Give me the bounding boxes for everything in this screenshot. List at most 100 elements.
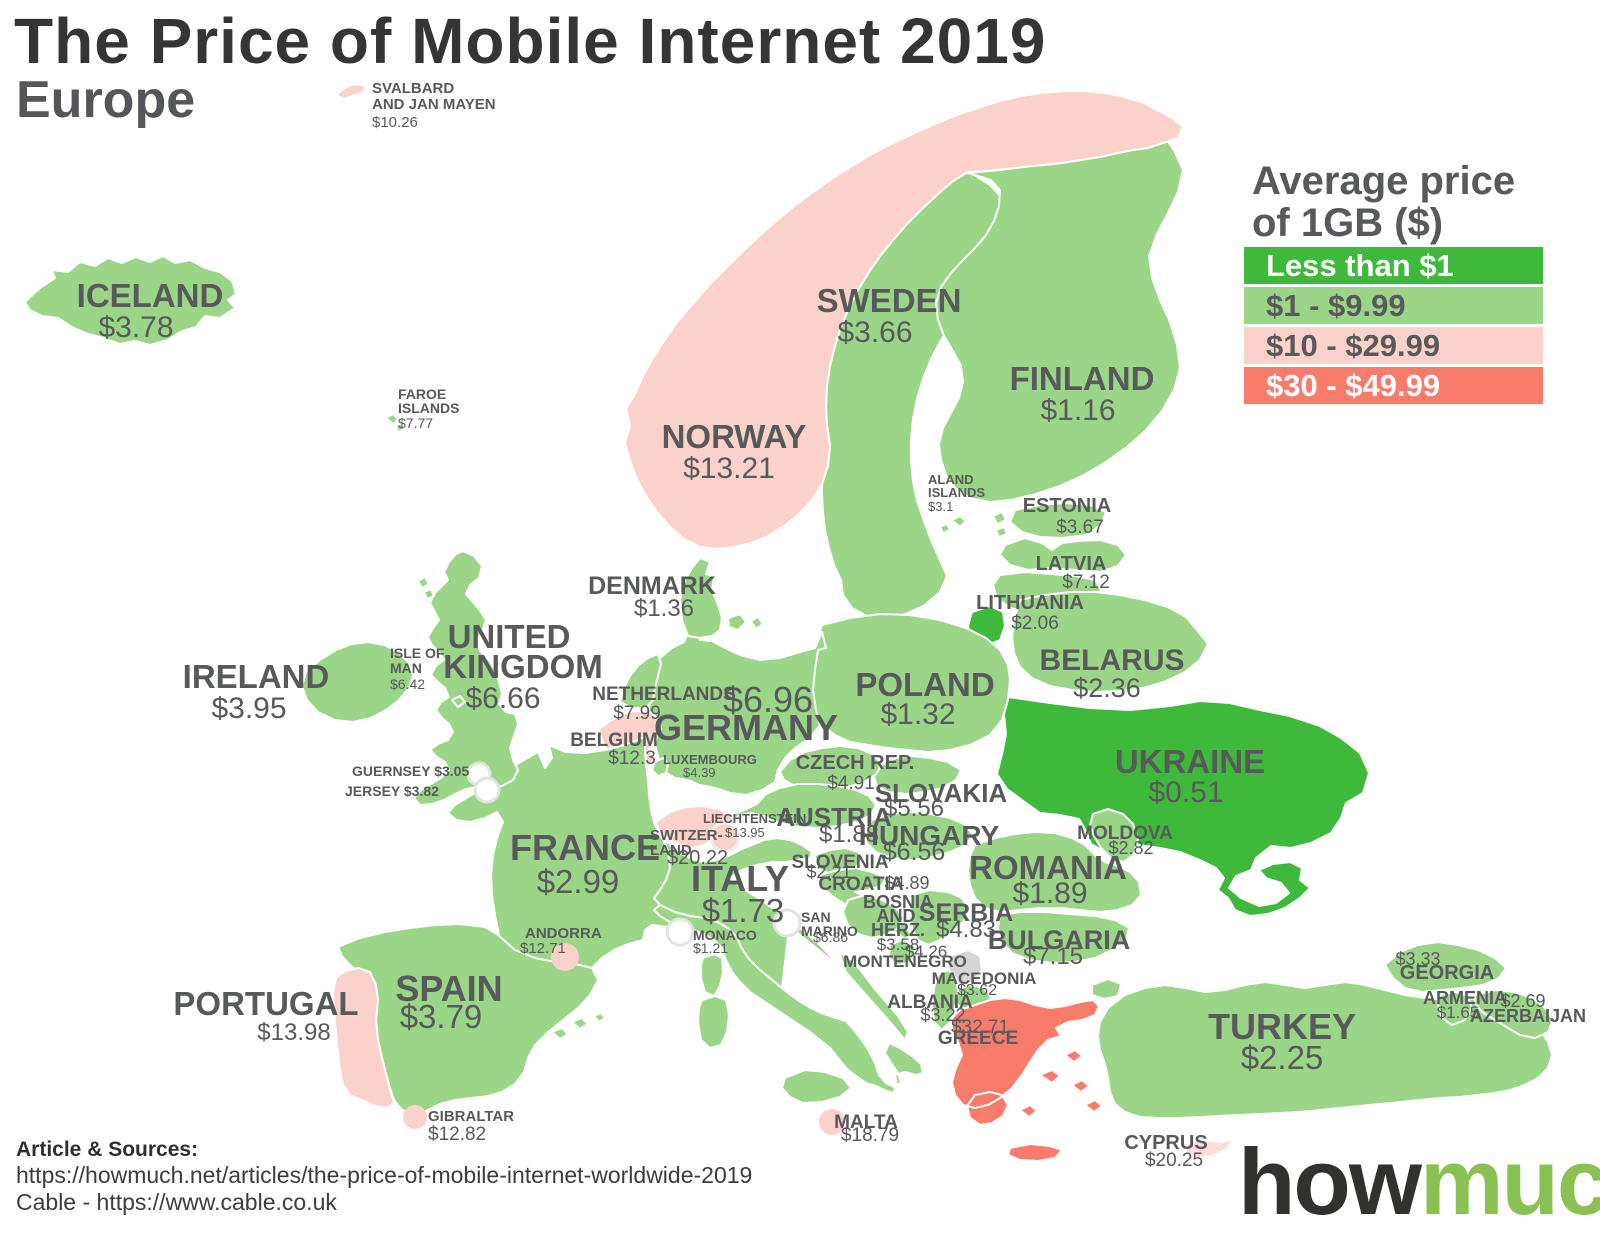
svg-text:FAROE: FAROE xyxy=(398,386,446,402)
svg-text:LIECHTENSTEIN: LIECHTENSTEIN xyxy=(703,811,806,826)
svg-text:$7.12: $7.12 xyxy=(1062,572,1110,593)
svg-text:HUNGARY: HUNGARY xyxy=(859,820,1000,851)
svg-text:SPAIN: SPAIN xyxy=(395,968,502,1009)
svg-text:UNITED: UNITED xyxy=(448,618,571,655)
svg-text:LATVIA: LATVIA xyxy=(1036,553,1107,575)
svg-text:$4.26: $4.26 xyxy=(905,942,948,961)
svg-text:CROATIA: CROATIA xyxy=(818,874,903,895)
svg-text:$3.22: $3.22 xyxy=(920,1005,965,1025)
svg-text:GREECE: GREECE xyxy=(938,1028,1018,1049)
svg-text:$13.21: $13.21 xyxy=(683,452,775,485)
svg-text:SVALBARD: SVALBARD xyxy=(372,80,454,97)
svg-text:$18.79: $18.79 xyxy=(841,1125,899,1146)
svg-text:$4.89: $4.89 xyxy=(884,873,929,893)
svg-text:$1.89: $1.89 xyxy=(1012,877,1087,910)
svg-text:JERSEY $3.82: JERSEY $3.82 xyxy=(345,783,439,799)
svg-text:HERZ.: HERZ. xyxy=(871,920,925,940)
svg-text:$1.21: $1.21 xyxy=(693,940,728,956)
svg-text:AND: AND xyxy=(877,906,916,926)
svg-text:$3.79: $3.79 xyxy=(400,998,483,1035)
svg-text:$13.98: $13.98 xyxy=(257,1019,330,1046)
svg-text:$13.95: $13.95 xyxy=(725,825,765,840)
svg-text:SAN: SAN xyxy=(801,909,831,925)
svg-text:$6.56: $6.56 xyxy=(883,838,946,866)
svg-text:$3.78: $3.78 xyxy=(98,311,173,344)
svg-text:MONTENEGRO: MONTENEGRO xyxy=(843,952,967,971)
svg-text:$3.62: $3.62 xyxy=(957,982,997,999)
svg-text:ALBANIA: ALBANIA xyxy=(887,992,973,1013)
svg-text:BOSNIA: BOSNIA xyxy=(863,892,933,912)
svg-text:FINLAND: FINLAND xyxy=(1010,360,1155,397)
svg-text:AND JAN MAYEN: AND JAN MAYEN xyxy=(372,96,496,113)
svg-text:POLAND: POLAND xyxy=(855,666,994,703)
svg-text:DENMARK: DENMARK xyxy=(588,572,716,600)
svg-text:AZERBAIJAN: AZERBAIJAN xyxy=(1470,1006,1586,1026)
svg-text:BELGIUM: BELGIUM xyxy=(570,730,658,751)
svg-text:$7.15: $7.15 xyxy=(1023,943,1083,970)
svg-text:$1.73: $1.73 xyxy=(702,892,785,929)
svg-text:$3.67: $3.67 xyxy=(1056,517,1104,538)
svg-text:$6.42: $6.42 xyxy=(390,676,425,692)
svg-text:ANDORRA: ANDORRA xyxy=(525,925,602,942)
svg-text:$7.77: $7.77 xyxy=(398,415,433,431)
svg-text:$1.88: $1.88 xyxy=(819,821,879,848)
svg-text:$3.95: $3.95 xyxy=(211,692,286,725)
svg-text:$32.71: $32.71 xyxy=(951,1017,1009,1038)
svg-text:$2.06: $2.06 xyxy=(1011,613,1059,634)
svg-text:UKRAINE: UKRAINE xyxy=(1115,743,1265,780)
svg-text:FRANCE: FRANCE xyxy=(510,827,660,868)
svg-text:ARMENIA: ARMENIA xyxy=(1423,988,1507,1008)
svg-text:$20.22: $20.22 xyxy=(667,847,728,869)
svg-text:$12.82: $12.82 xyxy=(428,1124,486,1145)
svg-text:GERMANY: GERMANY xyxy=(654,707,838,748)
svg-text:$3.58: $3.58 xyxy=(877,935,920,954)
svg-text:$1.36: $1.36 xyxy=(634,595,694,622)
svg-text:$3.1: $3.1 xyxy=(928,499,953,514)
svg-text:NORWAY: NORWAY xyxy=(662,418,807,455)
svg-text:MOLDOVA: MOLDOVA xyxy=(1077,823,1173,844)
svg-text:LAND: LAND xyxy=(650,842,692,859)
svg-text:GUERNSEY $3.05: GUERNSEY $3.05 xyxy=(352,763,469,779)
svg-text:ISLANDS: ISLANDS xyxy=(398,400,459,416)
svg-text:$2.99: $2.99 xyxy=(537,863,620,900)
svg-text:GEORGIA: GEORGIA xyxy=(1400,962,1494,984)
svg-text:$6.86: $6.86 xyxy=(813,929,848,945)
svg-text:ISLE OF: ISLE OF xyxy=(390,645,445,661)
svg-text:LITHUANIA: LITHUANIA xyxy=(976,592,1084,614)
svg-text:$5.56: $5.56 xyxy=(884,795,944,822)
svg-text:NETHERLANDS: NETHERLANDS xyxy=(592,684,736,705)
svg-text:MARINO: MARINO xyxy=(801,923,858,939)
svg-text:$0.51: $0.51 xyxy=(1148,776,1223,809)
svg-text:$12.3: $12.3 xyxy=(608,748,656,769)
svg-text:$2.25: $2.25 xyxy=(1241,1039,1324,1076)
svg-text:MALTA: MALTA xyxy=(834,1112,898,1133)
svg-text:$1.65: $1.65 xyxy=(1437,1003,1480,1022)
svg-text:MAN: MAN xyxy=(390,660,422,676)
svg-text:ROMANIA: ROMANIA xyxy=(969,849,1127,886)
svg-text:PORTUGAL: PORTUGAL xyxy=(173,985,358,1022)
svg-text:$2.69: $2.69 xyxy=(1500,991,1545,1011)
svg-text:SWEDEN: SWEDEN xyxy=(817,282,962,319)
svg-text:$3.33: $3.33 xyxy=(1395,949,1440,969)
svg-text:SLOVAKIA: SLOVAKIA xyxy=(875,778,1008,808)
svg-text:KINGDOM: KINGDOM xyxy=(443,648,603,685)
svg-text:$1.32: $1.32 xyxy=(880,698,955,731)
svg-text:AUSTRIA: AUSTRIA xyxy=(776,802,892,832)
svg-text:IRELAND: IRELAND xyxy=(183,658,330,695)
svg-text:CYPRUS: CYPRUS xyxy=(1124,1132,1207,1154)
svg-text:$12.71: $12.71 xyxy=(520,940,566,957)
svg-text:$4.39: $4.39 xyxy=(683,765,716,780)
svg-text:SWITZER-: SWITZER- xyxy=(650,827,723,844)
svg-text:MACEDONIA: MACEDONIA xyxy=(932,969,1037,988)
svg-text:$2.36: $2.36 xyxy=(1073,673,1141,703)
svg-text:$6.66: $6.66 xyxy=(465,682,540,715)
svg-text:ALAND: ALAND xyxy=(928,472,974,487)
svg-text:$6.96: $6.96 xyxy=(723,679,813,720)
svg-text:$3.66: $3.66 xyxy=(837,316,912,349)
svg-text:BULGARIA: BULGARIA xyxy=(988,925,1131,955)
svg-text:$7.99: $7.99 xyxy=(613,703,661,724)
svg-text:ICELAND: ICELAND xyxy=(77,277,224,314)
svg-text:SERBIA: SERBIA xyxy=(919,899,1013,927)
svg-text:ITALY: ITALY xyxy=(691,858,789,899)
svg-text:CZECH REP.: CZECH REP. xyxy=(796,752,915,774)
